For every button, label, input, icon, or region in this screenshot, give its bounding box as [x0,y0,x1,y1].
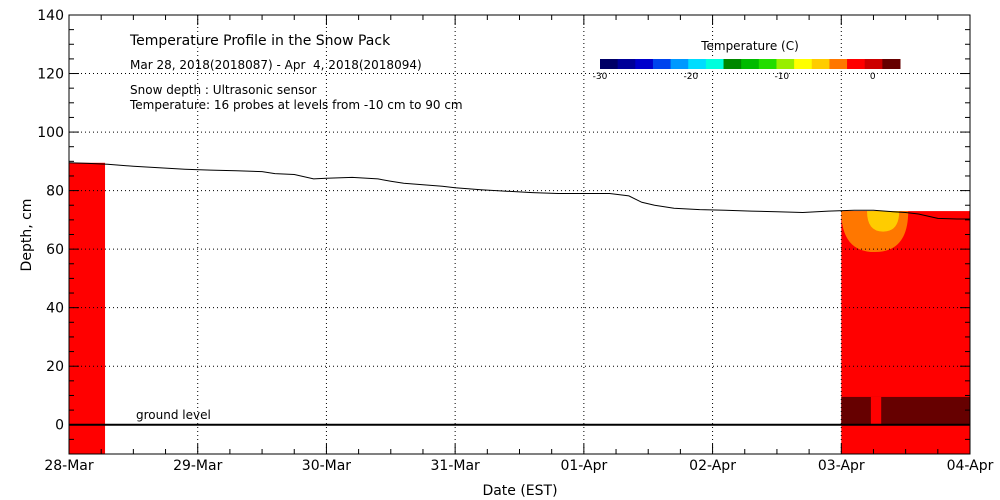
legend-swatch [776,59,795,69]
x-tick-label: 30-Mar [302,458,352,474]
legend-swatch [847,59,866,69]
info-line-probes: Temperature: 16 probes at levels from -1… [129,98,463,112]
x-tick-label: 28-Mar [44,458,94,474]
y-tick-label: 80 [46,184,64,200]
snow-depth-line [68,162,970,220]
legend-swatch [617,59,636,69]
y-tick-label: 20 [46,359,64,375]
x-tick-label: 31-Mar [431,458,481,474]
chart-title: Temperature Profile in the Snow Pack [129,33,391,49]
legend-swatch [882,59,901,69]
plot-frame [68,14,971,455]
legend-tick-label: -20 [684,72,699,82]
legend-swatch [811,59,830,69]
y-tick-label: 60 [46,242,64,258]
x-tick-label: 01-Apr [560,458,607,474]
legend-swatch [864,59,883,69]
ground-level-label: ground level [136,408,211,422]
x-tick-label: 03-Apr [818,458,865,474]
temperature-legend: Temperature (C) -30 -20 -10 0 [593,39,901,82]
plot-area [68,162,970,454]
temperature-region-surface-coldest [867,211,900,232]
y-axis-label: Depth, cm [19,199,35,272]
legend-swatch [652,59,672,69]
axes: 0 20 40 60 80 100 120 140 28-Mar 29-Mar 30-Mar 31-M… [37,8,993,474]
grid [69,15,970,454]
chart-subtitle: Mar 28, 2018(2018087) - Apr 4, 2018(2018… [130,58,422,72]
legend-swatch [635,59,654,69]
temperature-gap [870,396,882,425]
legend-tick-label: -30 [593,72,608,82]
x-tick-label: 29-Mar [173,458,223,474]
info-line-sensor: Snow depth : Ultrasonic sensor [130,83,317,97]
legend-swatch [688,59,707,69]
y-tick-label: 140 [37,8,64,24]
temperature-region-ground-warm [841,396,970,425]
legend-tick-label: 0 [870,72,876,82]
legend-swatch [829,59,848,69]
temperature-region-early-record [69,162,106,454]
legend-tick-label: -10 [774,72,789,82]
legend-title: Temperature (C) [700,39,799,53]
y-tick-label: 100 [37,125,64,141]
x-tick-label: 02-Apr [689,458,736,474]
legend-swatch [758,59,777,69]
y-tick-label: 40 [46,301,64,317]
x-tick-label: 04-Apr [947,458,994,474]
legend-swatch [794,59,813,69]
legend-swatch [670,59,689,69]
legend-swatch [600,59,619,69]
y-tick-label: 120 [37,67,64,83]
legend-swatch [705,59,725,69]
legend-swatch [723,59,742,69]
legend-swatch [741,59,760,69]
x-axis-label: Date (EST) [482,483,557,499]
y-tick-label: 0 [55,418,64,434]
